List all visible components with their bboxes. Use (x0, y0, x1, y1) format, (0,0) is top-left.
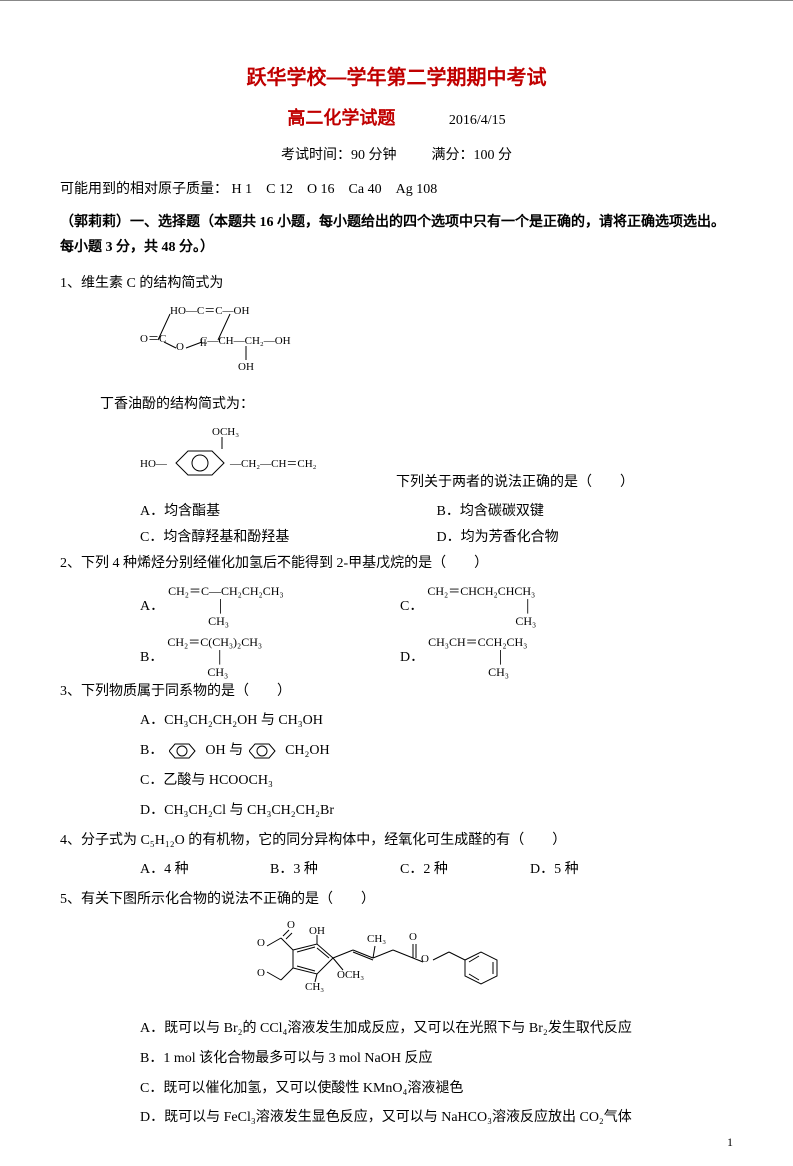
svg-text:—CH₂—CH＝CH₂: —CH₂—CH＝CH₂ (229, 458, 317, 470)
q2-a-formula-top: CH₂＝C—CH₂CH₂CH₃ (168, 582, 283, 599)
q5-structure: O O O OH CH₃ OCH₃ CH₃ (60, 918, 733, 1013)
title-main: 跃华学校—学年第二学期期中考试 (60, 61, 733, 90)
q3-b-label: B． (140, 739, 163, 763)
title-sub: 高二化学试题 (287, 104, 395, 130)
svg-text:C—CH—CH₂—OH: C—CH—CH₂—OH (200, 335, 291, 347)
svg-text:CH₃: CH₃ (367, 933, 386, 945)
q5-stem: 5、有关下图所示化合物的说法不正确的是（ ） (60, 888, 733, 912)
author: （郭莉莉） (60, 215, 130, 230)
q5-opt-b: B．1 mol 该化合物最多可以与 3 mol NaOH 反应 (60, 1047, 733, 1071)
q1-tail: 下列关于两者的说法正确的是（ ） (396, 474, 634, 492)
q2-a-formula-bot: CH₃ (168, 614, 283, 629)
q2-stem: 2、下列 4 种烯烃分别经催化加氢后不能得到 2-甲基戊烷的是（ ） (60, 552, 733, 576)
q2-d-formula-top: CH₃CH＝CCH₂CH₃ (428, 633, 527, 650)
q2-b-formula-top: CH₂＝C(CH₃)₂CH₃ (167, 633, 262, 650)
svg-text:CH₃: CH₃ (305, 981, 324, 993)
q1-options-row2: C．均含醇羟基和酚羟基 D．均为芳香化合物 (60, 525, 733, 552)
q2-b-label: B． (140, 646, 163, 666)
svg-text:OCH₃: OCH₃ (212, 426, 239, 438)
q5-opt-c: C．既可以催化加氢，又可以使酸性 KMnO₄溶液褪色 (60, 1077, 733, 1101)
exam-info: 考试时间：90 分钟 满分：100 分 (60, 144, 733, 164)
q1-options-row1: A．均含酯基 B．均含碳碳双键 (60, 499, 733, 526)
svg-text:O: O (287, 919, 295, 931)
svg-text:OCH₃: OCH₃ (337, 969, 364, 981)
svg-text:HO—: HO— (140, 458, 168, 470)
atomic-values: H 1 C 12 O 16 Ca 40 Ag 108 (232, 182, 438, 197)
q4-options: A．4 种 B．3 种 C．2 种 D．5 种 (60, 858, 733, 882)
q1-structure-vitc: HO—C＝C—OH O＝C O C—CH—CH₂—OH H OH (60, 302, 733, 387)
q3-stem: 3、下列物质属于同系物的是（ ） (60, 680, 733, 704)
q4-opt-c: C．2 种 (400, 858, 530, 882)
q2-b-formula-bot: CH₃ (167, 665, 262, 680)
svg-text:O: O (409, 931, 417, 943)
full-mark: 满分：100 分 (432, 148, 513, 163)
q3-opt-c: C．乙酸与 HCOOCH₃ (60, 769, 733, 793)
svg-text:H: H (200, 338, 207, 348)
eugenol-structure-svg: OCH₃ HO— —CH₂—CH＝CH₂ (140, 423, 390, 493)
exam-time: 考试时间：90 分钟 (281, 148, 397, 163)
section-heading: （郭莉莉）一、选择题（本题共 16 小题，每小题给出的四个选项中只有一个是正确的… (60, 210, 733, 260)
q4-opt-d: D．5 种 (530, 858, 660, 882)
q2-row2: B． CH₂＝C(CH₃)₂CH₃ │ CH₃ D． CH₃CH＝CCH₂CH₃… (60, 633, 733, 680)
q2-d-label: D． (400, 646, 424, 666)
atomic-label: 可能用到的相对原子质量： (60, 182, 228, 197)
q4-stem: 4、分子式为 C₅H₁₂O 的有机物，它的同分异构体中，经氧化可生成醛的有（ ） (60, 829, 733, 853)
q1-structure-eugenol: OCH₃ HO— —CH₂—CH＝CH₂ 下列关于两者的说法正确的是（ ） (60, 423, 733, 493)
page-number: 1 (727, 1135, 733, 1150)
q2-c-formula-bot: CH₃ (427, 614, 536, 629)
q4-opt-a: A．4 种 (140, 858, 270, 882)
q2-opt-c: C． CH₂＝CHCH₂CHCH₃ │ CH₃ (400, 582, 660, 629)
exam-date: 2016/4/15 (449, 113, 506, 129)
svg-text:O: O (421, 953, 429, 965)
benzene-icon (169, 740, 199, 762)
q2-c-formula-top: CH₂＝CHCH₂CHCH₃ (427, 582, 536, 599)
q2-opt-d: D． CH₃CH＝CCH₂CH₃ │ CH₃ (400, 633, 660, 680)
q5-structure-svg: O O O OH CH₃ OCH₃ CH₃ (257, 918, 537, 1008)
q2-opt-b: B． CH₂＝C(CH₃)₂CH₃ │ CH₃ (140, 633, 400, 680)
vitc-structure-svg: HO—C＝C—OH O＝C O C—CH—CH₂—OH H OH (140, 302, 400, 382)
q3-b-end: CH₂OH (285, 739, 330, 763)
q1-mid: 丁香油酚的结构简式为： (60, 393, 733, 417)
q1-stem: 1、维生素 C 的结构简式为 (60, 272, 733, 296)
svg-text:O: O (257, 967, 265, 979)
section-title: 一、选择题（本题共 16 小题，每小题给出的四个选项中只有一个是正确的，请将正确… (60, 215, 725, 255)
q1-opt-d: D．均为芳香化合物 (437, 525, 734, 552)
q5-opt-a: A．既可以与 Br₂的 CCl₄溶液发生加成反应，又可以在光照下与 Br₂发生取… (60, 1017, 733, 1041)
subtitle-row: 高二化学试题 2016/4/15 (60, 104, 733, 130)
q1-opt-a: A．均含酯基 (140, 499, 437, 526)
q1-opt-c: C．均含醇羟基和酚羟基 (140, 525, 437, 552)
q3-opt-a: A．CH₃CH₂CH₂OH 与 CH₃OH (60, 709, 733, 733)
svg-text:O: O (257, 937, 265, 949)
benzene-icon (249, 740, 279, 762)
q2-a-label: A． (140, 595, 164, 615)
svg-text:OH: OH (238, 361, 254, 373)
q2-d-formula-bot: CH₃ (428, 665, 527, 680)
q3-opt-d: D．CH₃CH₂Cl 与 CH₃CH₂CH₂Br (60, 799, 733, 823)
q3-b-mid: OH 与 (205, 739, 243, 763)
svg-text:O: O (176, 341, 184, 353)
q2-row1: A． CH₂＝C—CH₂CH₂CH₃ │ CH₃ C． CH₂＝CHCH₂CHC… (60, 582, 733, 629)
q4-opt-b: B．3 种 (270, 858, 400, 882)
q1-opt-b: B．均含碳碳双键 (437, 499, 734, 526)
svg-text:O＝C: O＝C (140, 333, 166, 345)
q5-opt-d: D．既可以与 FeCl₃溶液发生显色反应，又可以与 NaHCO₃溶液反应放出 C… (60, 1106, 733, 1130)
q3-opt-b: B． OH 与 CH₂OH (60, 739, 733, 763)
svg-text:HO—C＝C—OH: HO—C＝C—OH (170, 305, 250, 317)
q2-opt-a: A． CH₂＝C—CH₂CH₂CH₃ │ CH₃ (140, 582, 400, 629)
atomic-masses: 可能用到的相对原子质量： H 1 C 12 O 16 Ca 40 Ag 108 (60, 178, 733, 198)
q2-c-label: C． (400, 595, 423, 615)
